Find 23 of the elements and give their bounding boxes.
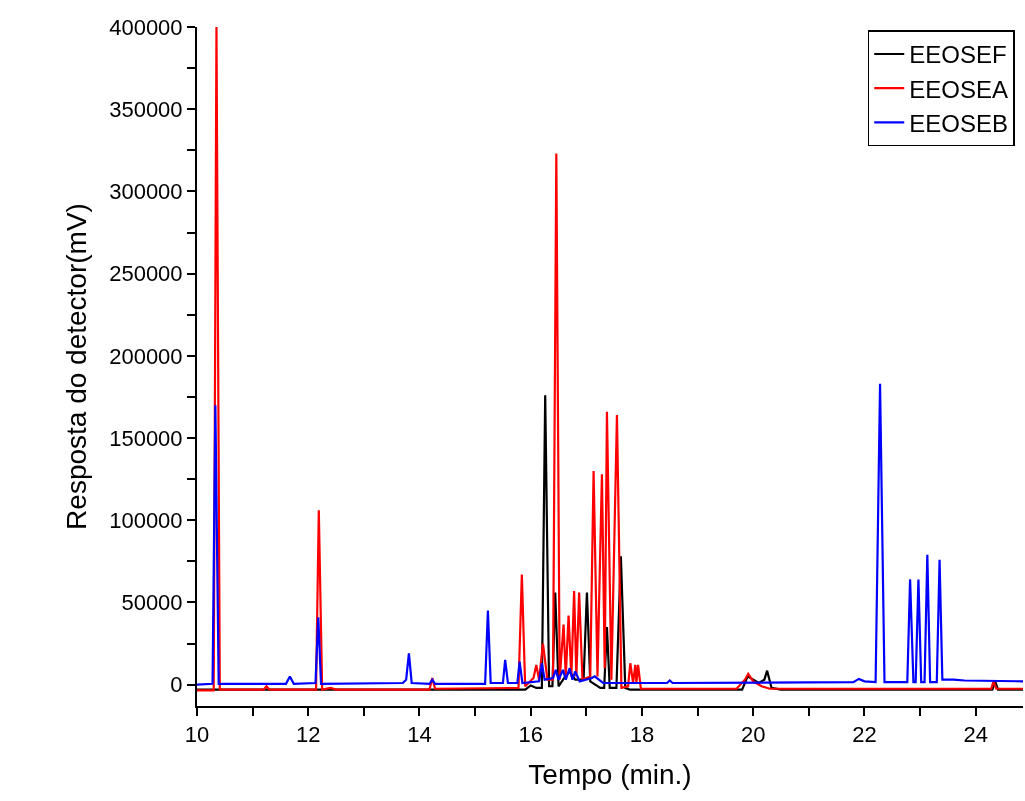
y-tick-label: 0 (170, 672, 183, 698)
x-tick-label: 16 (518, 722, 543, 748)
y-tick-label: 250000 (109, 261, 183, 287)
x-tick-label: 12 (296, 722, 321, 748)
x-tick-label: 20 (740, 722, 766, 748)
x-tick-label: 22 (852, 722, 877, 748)
y-tick-label: 50000 (121, 590, 183, 616)
y-tick-label: 300000 (109, 179, 183, 205)
y-axis-title: Resposta do detector(mV) (61, 203, 93, 530)
y-tick-label: 350000 (109, 96, 183, 122)
y-tick-label: 400000 (109, 14, 183, 40)
x-axis-title: Tempo (min.) (528, 759, 692, 790)
x-tick-label: 18 (629, 722, 655, 748)
y-tick-label: 100000 (109, 507, 183, 533)
legend-label: EEOSEF (909, 41, 1007, 69)
x-tick-label: 24 (963, 722, 988, 748)
x-tick-label: 14 (407, 722, 432, 748)
x-tick-label: 10 (184, 722, 210, 748)
line-series (197, 27, 1023, 692)
y-tick-label: 150000 (109, 425, 183, 451)
legend-label: EEOSEB (909, 109, 1008, 137)
y-tick-label: 200000 (109, 343, 183, 369)
legend-label: EEOSEA (909, 75, 1008, 103)
